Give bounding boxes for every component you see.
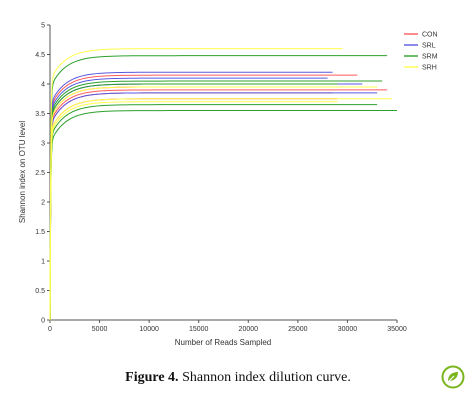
curve-srm xyxy=(49,83,338,321)
x-tick-label: 25000 xyxy=(288,326,308,333)
y-axis-label: Shannon index on OTU level xyxy=(18,121,27,224)
curve-con xyxy=(49,89,388,321)
x-tick-label: 5000 xyxy=(92,326,108,333)
curve-srh xyxy=(49,48,343,321)
rarefaction-curves xyxy=(49,48,397,321)
legend-label-con: CON xyxy=(422,32,438,39)
y-tick-label: 2.5 xyxy=(35,170,45,177)
legend-label-srl: SRL xyxy=(422,43,436,50)
legend: CON SRL SRM SRH xyxy=(404,32,438,72)
y-tick-label: 1.5 xyxy=(35,229,45,236)
figure-caption: Figure 4. Shannon index dilution curve. xyxy=(0,370,476,386)
y-tick-label: 3 xyxy=(41,141,45,148)
y-tick-label: 5 xyxy=(41,23,45,30)
x-tick-label: 35000 xyxy=(387,326,407,333)
x-tick-label: 20000 xyxy=(239,326,259,333)
curve-con xyxy=(49,98,338,321)
y-tick-label: 1 xyxy=(41,259,45,266)
curve-srh xyxy=(49,98,393,321)
y-tick-label: 0 xyxy=(41,318,45,325)
curve-srl xyxy=(49,77,328,321)
legend-label-srh: SRH xyxy=(422,65,437,72)
y-tick-label: 2 xyxy=(41,200,45,207)
x-axis-label: Number of Reads Sampled xyxy=(175,338,272,347)
curve-srl xyxy=(49,71,333,321)
curve-con xyxy=(49,86,353,321)
curve-srm xyxy=(49,110,397,321)
curve-srm xyxy=(49,104,378,321)
figure-label: Figure 4. xyxy=(125,370,179,385)
plant-leaf-icon xyxy=(441,365,465,389)
y-tick-label: 4 xyxy=(41,82,45,89)
curve-con xyxy=(49,92,333,321)
legend-label-srm: SRM xyxy=(422,54,438,61)
x-tick-label: 30000 xyxy=(338,326,358,333)
curve-srh xyxy=(49,101,338,321)
figure-caption-text: Shannon index dilution curve. xyxy=(182,370,351,385)
curve-srl xyxy=(49,83,363,321)
curve-con xyxy=(49,74,358,321)
rarefaction-chart: 0 0.5 1 1.5 2 2.5 3 3.5 4 4.5 5 0 5000 10000 15000 200… xyxy=(18,23,438,348)
x-tick-label: 0 xyxy=(48,326,52,333)
y-tick-label: 0.5 xyxy=(35,288,45,295)
curve-srm xyxy=(49,55,388,321)
y-tick-label: 3.5 xyxy=(35,111,45,118)
curve-srh xyxy=(49,86,378,321)
x-tick-label: 15000 xyxy=(189,326,209,333)
curve-srm xyxy=(49,80,383,321)
curve-srl xyxy=(49,92,378,321)
x-tick-label: 10000 xyxy=(139,326,159,333)
x-axis-ticks: 0 5000 10000 15000 20000 25000 30000 35000 xyxy=(48,320,407,333)
y-axis-ticks: 0 0.5 1 1.5 2 2.5 3 3.5 4 4.5 5 xyxy=(35,23,50,325)
y-tick-label: 4.5 xyxy=(35,52,45,59)
